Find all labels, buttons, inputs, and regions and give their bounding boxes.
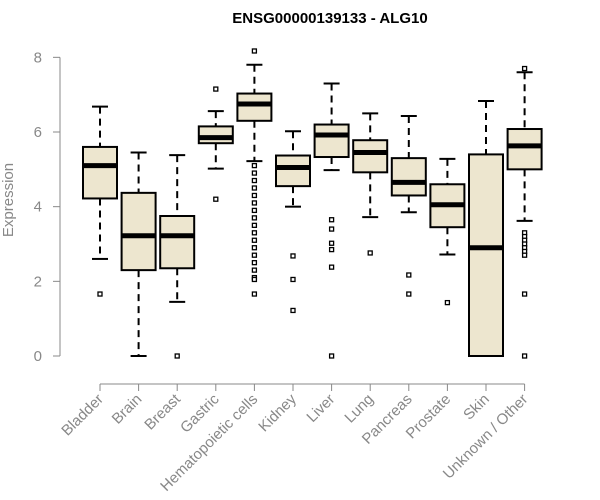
box-iqr	[236, 92, 273, 122]
y-tick-label: 2	[34, 273, 42, 290]
outlier-point	[97, 291, 103, 297]
outlier-point	[367, 250, 373, 256]
box-10	[468, 100, 504, 357]
box-1	[120, 151, 157, 357]
box-2	[159, 154, 196, 359]
outlier-point	[521, 252, 528, 258]
box-4	[236, 48, 273, 297]
outlier-point	[251, 207, 258, 214]
outlier-point	[328, 226, 335, 232]
chart-title: ENSG00000139133 - ALG10	[232, 10, 427, 27]
outlier-point	[213, 196, 219, 202]
outlier-point	[290, 276, 296, 283]
x-tick-label: Skin	[460, 391, 493, 424]
outlier-point	[213, 86, 219, 92]
y-tick-label: 8	[34, 49, 42, 66]
y-axis: 0 2 4 6 8	[34, 49, 61, 365]
box-0	[82, 105, 118, 297]
box-5	[275, 130, 311, 314]
outlier-point	[251, 200, 258, 206]
outlier-point	[251, 192, 258, 199]
outlier-point	[290, 253, 296, 259]
box-iqr	[275, 154, 311, 188]
outlier-point	[251, 185, 258, 191]
x-tick-label: Lung	[341, 391, 377, 427]
outlier-point	[251, 260, 258, 266]
box-iqr	[120, 191, 157, 272]
box-iqr	[159, 215, 196, 270]
x-tick-label: Bladder	[58, 391, 107, 440]
outlier-point	[406, 272, 412, 278]
plot-area	[82, 48, 543, 359]
outlier-point	[406, 291, 412, 297]
box-iqr	[197, 125, 234, 145]
outlier-point	[328, 246, 335, 253]
x-tick-label: Liver	[303, 391, 338, 426]
outlier-point	[251, 177, 258, 184]
box-iqr	[313, 123, 350, 159]
outlier-point	[521, 65, 528, 72]
outlier-point	[251, 267, 258, 273]
box-3	[197, 86, 234, 202]
outlier-point	[444, 299, 451, 306]
outlier-point	[521, 353, 528, 359]
box-7	[352, 112, 389, 256]
outlier-point	[328, 264, 335, 270]
box-9	[429, 157, 466, 306]
y-tick-label: 6	[34, 124, 42, 141]
box-iqr	[82, 145, 118, 200]
outlier-point	[251, 276, 258, 283]
x-tick-label: Breast	[141, 390, 184, 433]
outlier-point	[174, 353, 180, 359]
outlier-point	[251, 215, 258, 221]
box-iqr	[506, 128, 543, 171]
box-11	[506, 65, 543, 359]
outlier-point	[521, 291, 528, 297]
outlier-point	[328, 353, 335, 359]
outlier-point	[251, 245, 258, 251]
y-axis-label: Expression	[0, 163, 17, 237]
outlier-point	[251, 170, 258, 176]
outlier-point	[251, 291, 258, 297]
x-tick-label: Brain	[109, 391, 146, 428]
box-iqr	[390, 157, 427, 197]
outlier-point	[251, 230, 258, 236]
outlier-point	[251, 48, 258, 54]
box-iqr	[468, 153, 504, 357]
box-8	[390, 114, 427, 297]
outlier-point	[328, 240, 335, 246]
box-iqr	[352, 139, 389, 174]
outlier-point	[328, 217, 335, 223]
y-tick-label: 4	[34, 199, 42, 216]
outlier-point	[251, 222, 258, 228]
outlier-point	[251, 237, 258, 243]
y-tick-label: 0	[34, 348, 42, 365]
outlier-point	[251, 252, 258, 258]
box-6	[313, 82, 350, 359]
outlier-point	[290, 307, 296, 314]
outlier-point	[251, 162, 258, 169]
x-tick-label: Kidney	[255, 390, 300, 435]
